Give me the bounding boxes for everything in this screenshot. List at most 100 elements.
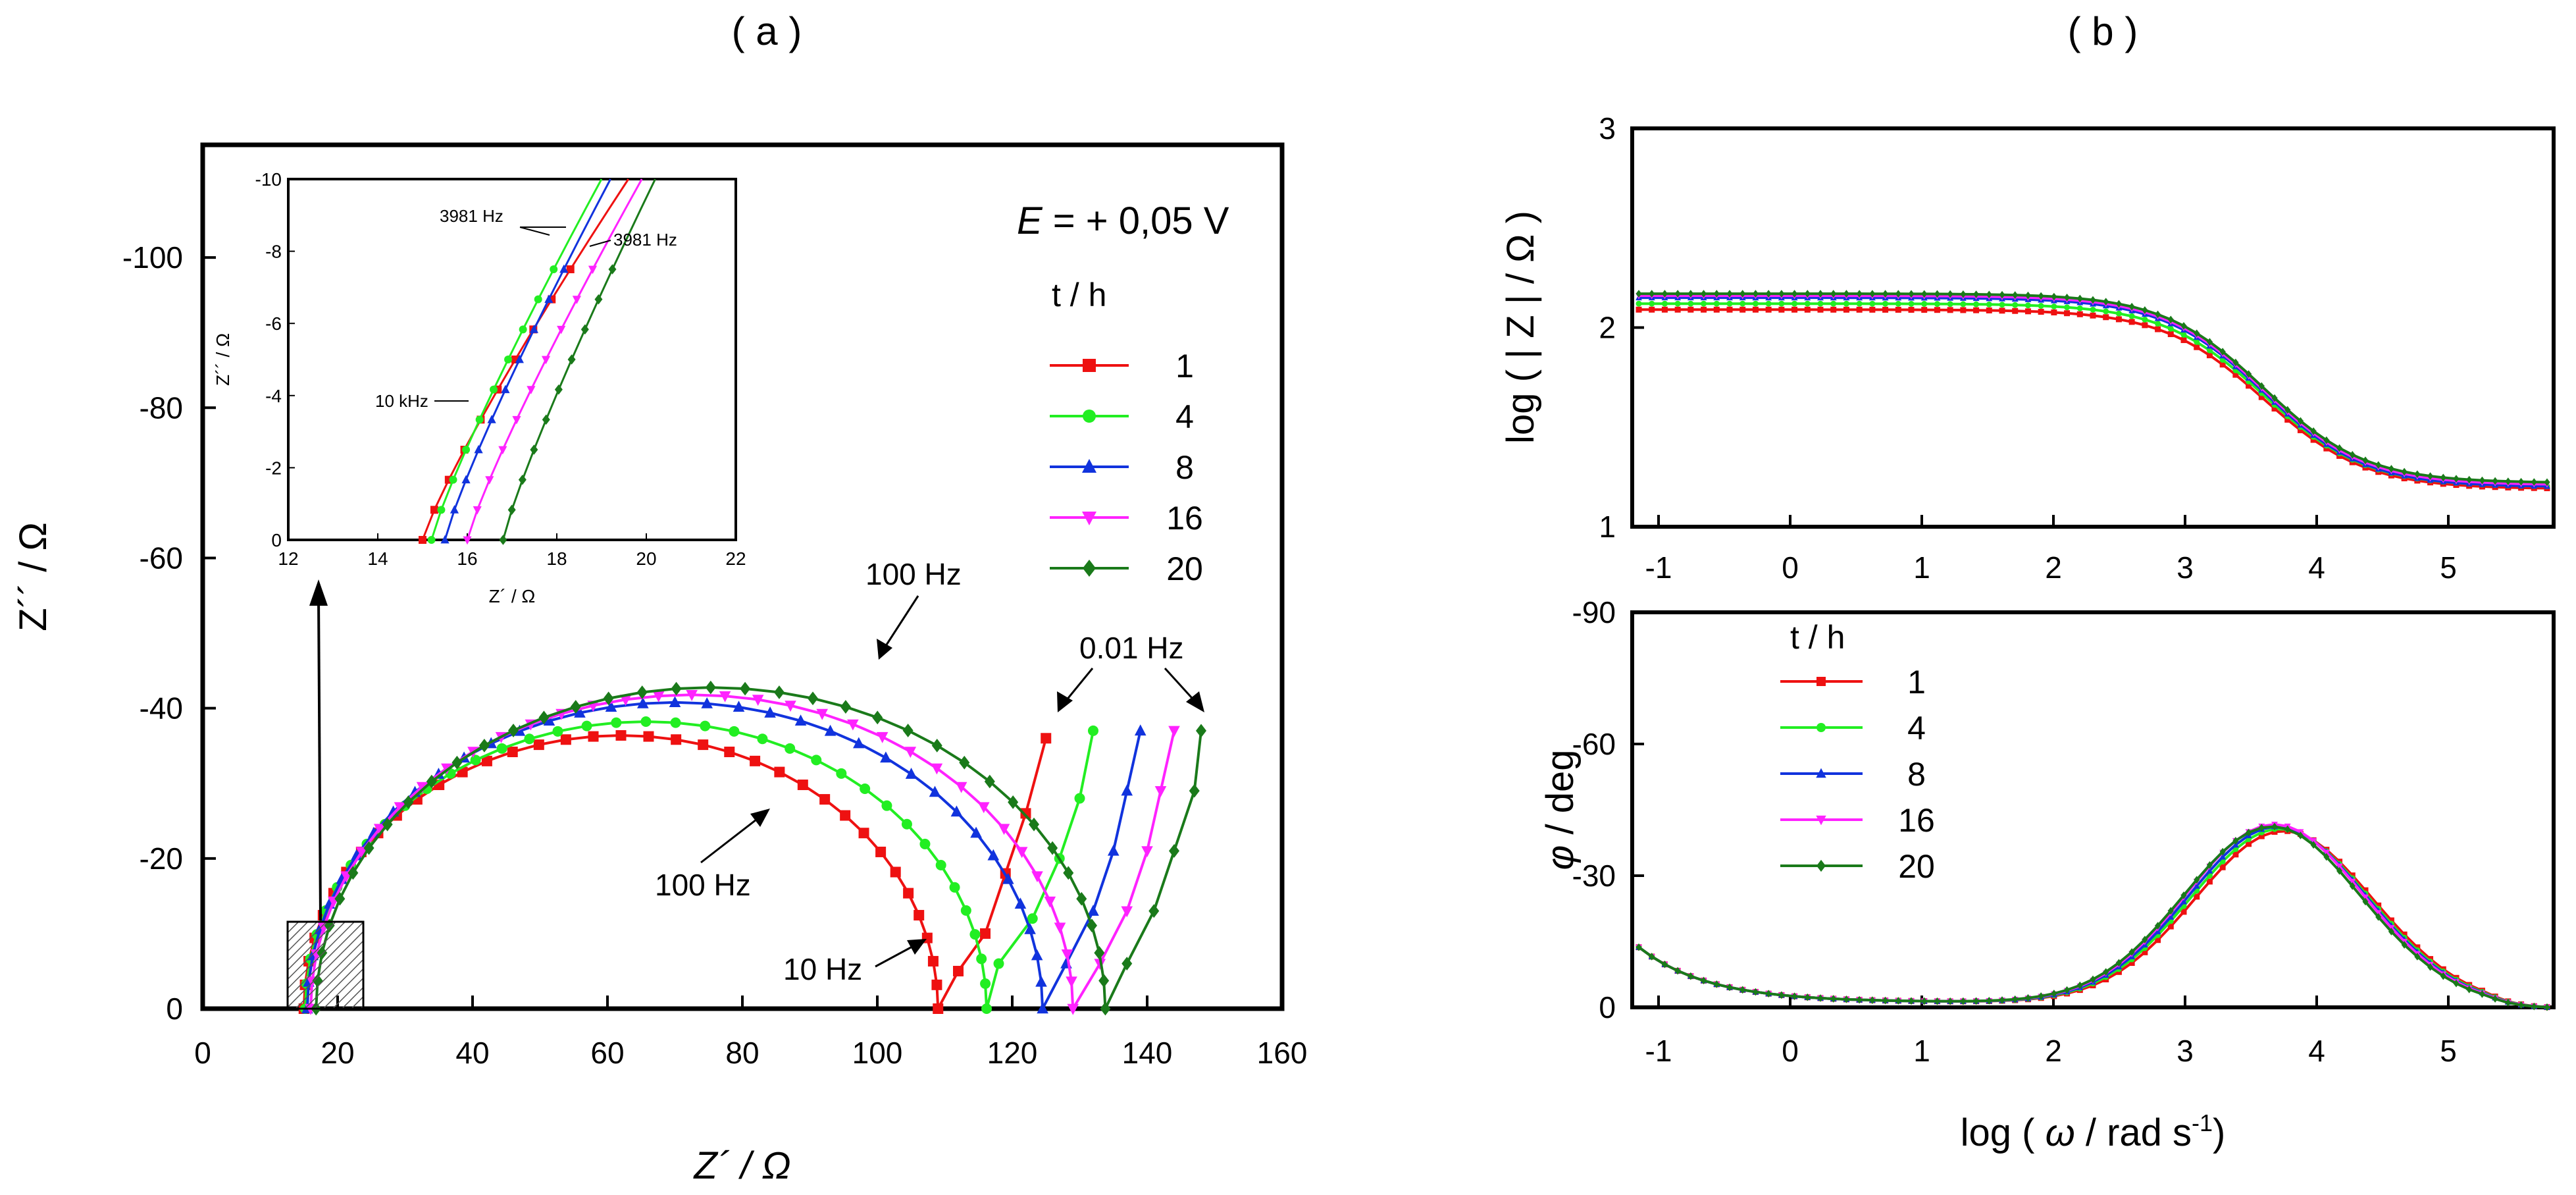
bode-modulus-point-20 [1778, 290, 1785, 298]
nyquist-point-20 [1100, 1001, 1111, 1016]
nyquist-legend-marker-20 [1083, 560, 1096, 577]
bode-phase-point-20 [1934, 997, 1940, 1005]
bode-modulus-point-1 [1999, 307, 2005, 314]
bode-phase-point-20 [1986, 997, 1992, 1005]
inset-x-tick-label: 16 [457, 548, 477, 569]
nyquist-point-1 [980, 928, 991, 939]
bode-modulus-point-20 [2219, 348, 2226, 356]
bode-modulus-point-20 [2246, 370, 2252, 378]
nyquist-point-20 [478, 738, 490, 753]
nyquist-point-16 [1067, 1003, 1079, 1015]
nyquist-point-20 [1094, 945, 1105, 960]
nyquist-point-20 [403, 795, 414, 809]
bode-modulus-point-1 [1701, 306, 1707, 313]
bode-phase-point-20 [2479, 990, 2485, 998]
inset-point-20 [530, 444, 538, 455]
bode-modulus-point-4 [1713, 300, 1720, 307]
nyquist-y-tick-label: -60 [140, 541, 183, 575]
bode-phase-legend-label-20: 20 [1898, 848, 1935, 885]
nyquist-point-4 [552, 726, 563, 737]
nyquist-x-tick-label: 140 [1122, 1036, 1173, 1070]
bode-phase-point-20 [2271, 822, 2278, 831]
bode-modulus-point-1 [1765, 306, 1772, 313]
bode-modulus-point-4 [1817, 300, 1824, 307]
bode-modulus-point-1 [1830, 306, 1837, 313]
annotation-001hz: 0.01 Hz [1057, 631, 1204, 712]
bode-modulus-point-1 [1973, 307, 1980, 313]
bode-modulus-line-1 [1638, 308, 2548, 490]
bode-phase-point-20 [2531, 1002, 2537, 1011]
nyquist-point-8 [929, 785, 941, 797]
nyquist-point-20 [363, 841, 374, 855]
inset-point-4 [462, 446, 471, 454]
bode-phase-point-20 [2194, 876, 2200, 884]
nyquist-legend-title: t / h [1052, 277, 1106, 313]
bode-modulus-point-1 [2115, 316, 2122, 323]
bode-phase-point-20 [1895, 997, 1901, 1005]
bode-modulus-point-4 [2142, 316, 2148, 323]
bode-modulus-point-4 [2128, 313, 2135, 319]
bode-modulus-point-4 [1895, 300, 1901, 307]
bode-modulus-point-1 [2038, 309, 2044, 315]
nyquist-point-20 [636, 685, 648, 699]
zoom-region-box [286, 920, 365, 1010]
bode-phase-point-20 [1791, 992, 1798, 1001]
bode-phase-point-20 [1701, 976, 1707, 985]
nyquist-point-16 [686, 690, 698, 701]
nyquist-legend-label-1: 1 [1175, 348, 1194, 385]
bode-phase-ticks: -1 0 1 2 3 4 5 0 -30 -60 -90 [1572, 595, 2457, 1068]
nyquist-inset: 12 14 16 18 20 220-2-4-6-8-10 Z´ / Ω Z´´ / Ω … [213, 169, 746, 606]
svg-text:10 kHz: 10 kHz [375, 391, 428, 411]
bode-phase-x-tick-label: 0 [1782, 1034, 1799, 1068]
bode-modulus-point-4 [1726, 300, 1733, 307]
bode-phase-point-8 [2193, 882, 2200, 889]
bode-phase-x-tick-label: 1 [1913, 1034, 1930, 1068]
bode-phase-point-20 [1843, 995, 1849, 1003]
bode-modulus-point-1 [2246, 383, 2252, 389]
bode-phase-point-20 [2155, 922, 2161, 930]
bode-phase-point-20 [2232, 837, 2239, 845]
bode-modulus-point-4 [1882, 300, 1889, 307]
bode-modulus-point-4 [1752, 300, 1759, 307]
nyquist-point-16 [1121, 906, 1133, 918]
bode-modulus-y-tick-label: 3 [1599, 111, 1616, 146]
inset-y-tick-label: 0 [271, 530, 282, 550]
bode-modulus-point-1 [1778, 306, 1785, 313]
nyquist-point-1 [750, 755, 761, 766]
nyquist-series [298, 680, 1206, 1016]
nyquist-point-20 [671, 681, 682, 696]
bode-phase-point-20 [2349, 882, 2356, 890]
condition-value: = + 0,05 V [1043, 199, 1229, 242]
bode-modulus-point-1 [1856, 306, 1863, 313]
bode-phase-point-20 [1726, 983, 1733, 992]
nyquist-point-1 [724, 747, 735, 758]
bode-modulus-point-1 [2012, 307, 2019, 314]
bode-modulus-point-20 [2310, 427, 2317, 435]
bode-modulus-point-20 [2544, 478, 2550, 487]
bode-modulus-point-1 [1636, 306, 1642, 313]
nyquist-point-1 [643, 731, 654, 742]
bode-modulus-point-20 [1701, 290, 1707, 298]
nyquist-point-4 [980, 978, 991, 989]
bode-modulus-point-1 [2297, 427, 2304, 433]
nyquist-series-line-4 [303, 720, 1095, 1009]
nyquist-point-16 [1061, 949, 1073, 961]
bode-phase-point-1 [2142, 949, 2148, 955]
bode-modulus-point-1 [2128, 319, 2135, 325]
bode-phase-point-20 [1674, 967, 1681, 975]
nyquist-point-1 [875, 846, 887, 857]
bode-phase-point-20 [2076, 981, 2083, 990]
nyquist-point-20 [426, 774, 437, 789]
bode-phase-point-20 [2258, 824, 2265, 832]
bode-phase-legend-marker-4 [1816, 723, 1826, 732]
bode-modulus-point-4 [2155, 321, 2161, 327]
bode-modulus-point-20 [2349, 450, 2356, 459]
bode-modulus-point-1 [1843, 306, 1849, 313]
bode-modulus-point-20 [1856, 290, 1863, 298]
bode-phase-legend-marker-16 [1816, 815, 1826, 826]
nyquist-point-8 [764, 706, 776, 718]
nyquist-point-16 [719, 691, 731, 703]
nyquist-point-4 [1088, 725, 1098, 736]
inset-point-16 [498, 446, 507, 455]
inset-series [419, 178, 656, 545]
